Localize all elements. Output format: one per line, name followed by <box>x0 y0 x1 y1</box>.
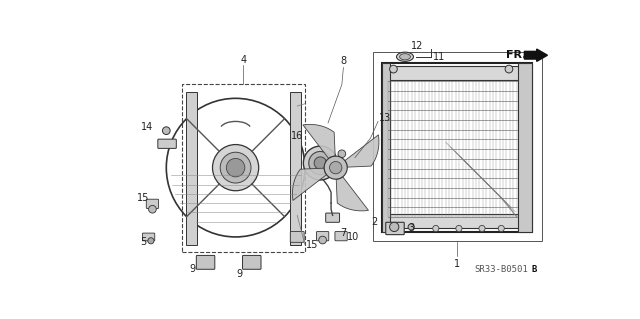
Text: 7: 7 <box>340 228 346 238</box>
Text: 4: 4 <box>240 55 246 65</box>
Text: B: B <box>531 265 537 274</box>
Circle shape <box>148 238 154 244</box>
Text: 8: 8 <box>340 56 346 66</box>
Text: 5: 5 <box>140 237 147 247</box>
Circle shape <box>479 226 485 232</box>
Polygon shape <box>345 135 379 167</box>
Text: 10: 10 <box>346 232 359 242</box>
Circle shape <box>220 152 251 183</box>
Ellipse shape <box>308 152 332 174</box>
Circle shape <box>330 161 342 174</box>
FancyBboxPatch shape <box>196 256 215 269</box>
FancyBboxPatch shape <box>143 233 155 241</box>
Ellipse shape <box>303 146 337 180</box>
Text: 15: 15 <box>137 193 149 203</box>
Text: 11: 11 <box>433 52 445 62</box>
Text: 9: 9 <box>236 269 243 279</box>
Circle shape <box>498 226 504 232</box>
Bar <box>182 85 305 252</box>
FancyBboxPatch shape <box>291 232 304 242</box>
FancyBboxPatch shape <box>335 232 348 241</box>
Ellipse shape <box>399 54 410 60</box>
Text: 15: 15 <box>307 241 319 250</box>
Text: 14: 14 <box>141 122 153 132</box>
Bar <box>186 92 197 245</box>
Circle shape <box>148 205 156 213</box>
FancyBboxPatch shape <box>158 139 176 148</box>
Text: 12: 12 <box>411 41 424 51</box>
Circle shape <box>227 159 245 177</box>
Polygon shape <box>336 177 369 211</box>
Text: 9: 9 <box>189 264 196 274</box>
FancyBboxPatch shape <box>386 222 404 235</box>
Circle shape <box>408 224 414 230</box>
Bar <box>518 63 532 232</box>
Circle shape <box>319 236 326 244</box>
Polygon shape <box>303 124 335 159</box>
FancyBboxPatch shape <box>316 232 329 241</box>
Circle shape <box>314 157 326 169</box>
Circle shape <box>505 65 513 73</box>
Ellipse shape <box>397 52 413 61</box>
Text: 16: 16 <box>291 131 303 141</box>
Circle shape <box>456 226 462 232</box>
Text: FR.: FR. <box>506 50 527 60</box>
Text: 13: 13 <box>379 113 391 123</box>
FancyBboxPatch shape <box>243 256 261 269</box>
Circle shape <box>433 226 439 232</box>
Polygon shape <box>292 168 326 200</box>
Text: 2: 2 <box>371 217 378 226</box>
Circle shape <box>390 65 397 73</box>
Circle shape <box>212 145 259 191</box>
FancyBboxPatch shape <box>326 213 340 222</box>
Text: 1: 1 <box>454 259 460 269</box>
Circle shape <box>163 127 170 135</box>
Circle shape <box>338 150 346 158</box>
Bar <box>383 66 531 80</box>
Bar <box>372 52 542 241</box>
Circle shape <box>324 156 348 179</box>
FancyArrow shape <box>524 49 547 61</box>
Text: SR33-B0501: SR33-B0501 <box>474 265 528 274</box>
Bar <box>382 63 390 232</box>
Bar <box>289 92 301 245</box>
Text: 3: 3 <box>408 224 414 234</box>
Bar <box>383 214 531 228</box>
Circle shape <box>390 222 399 232</box>
FancyBboxPatch shape <box>147 199 159 208</box>
